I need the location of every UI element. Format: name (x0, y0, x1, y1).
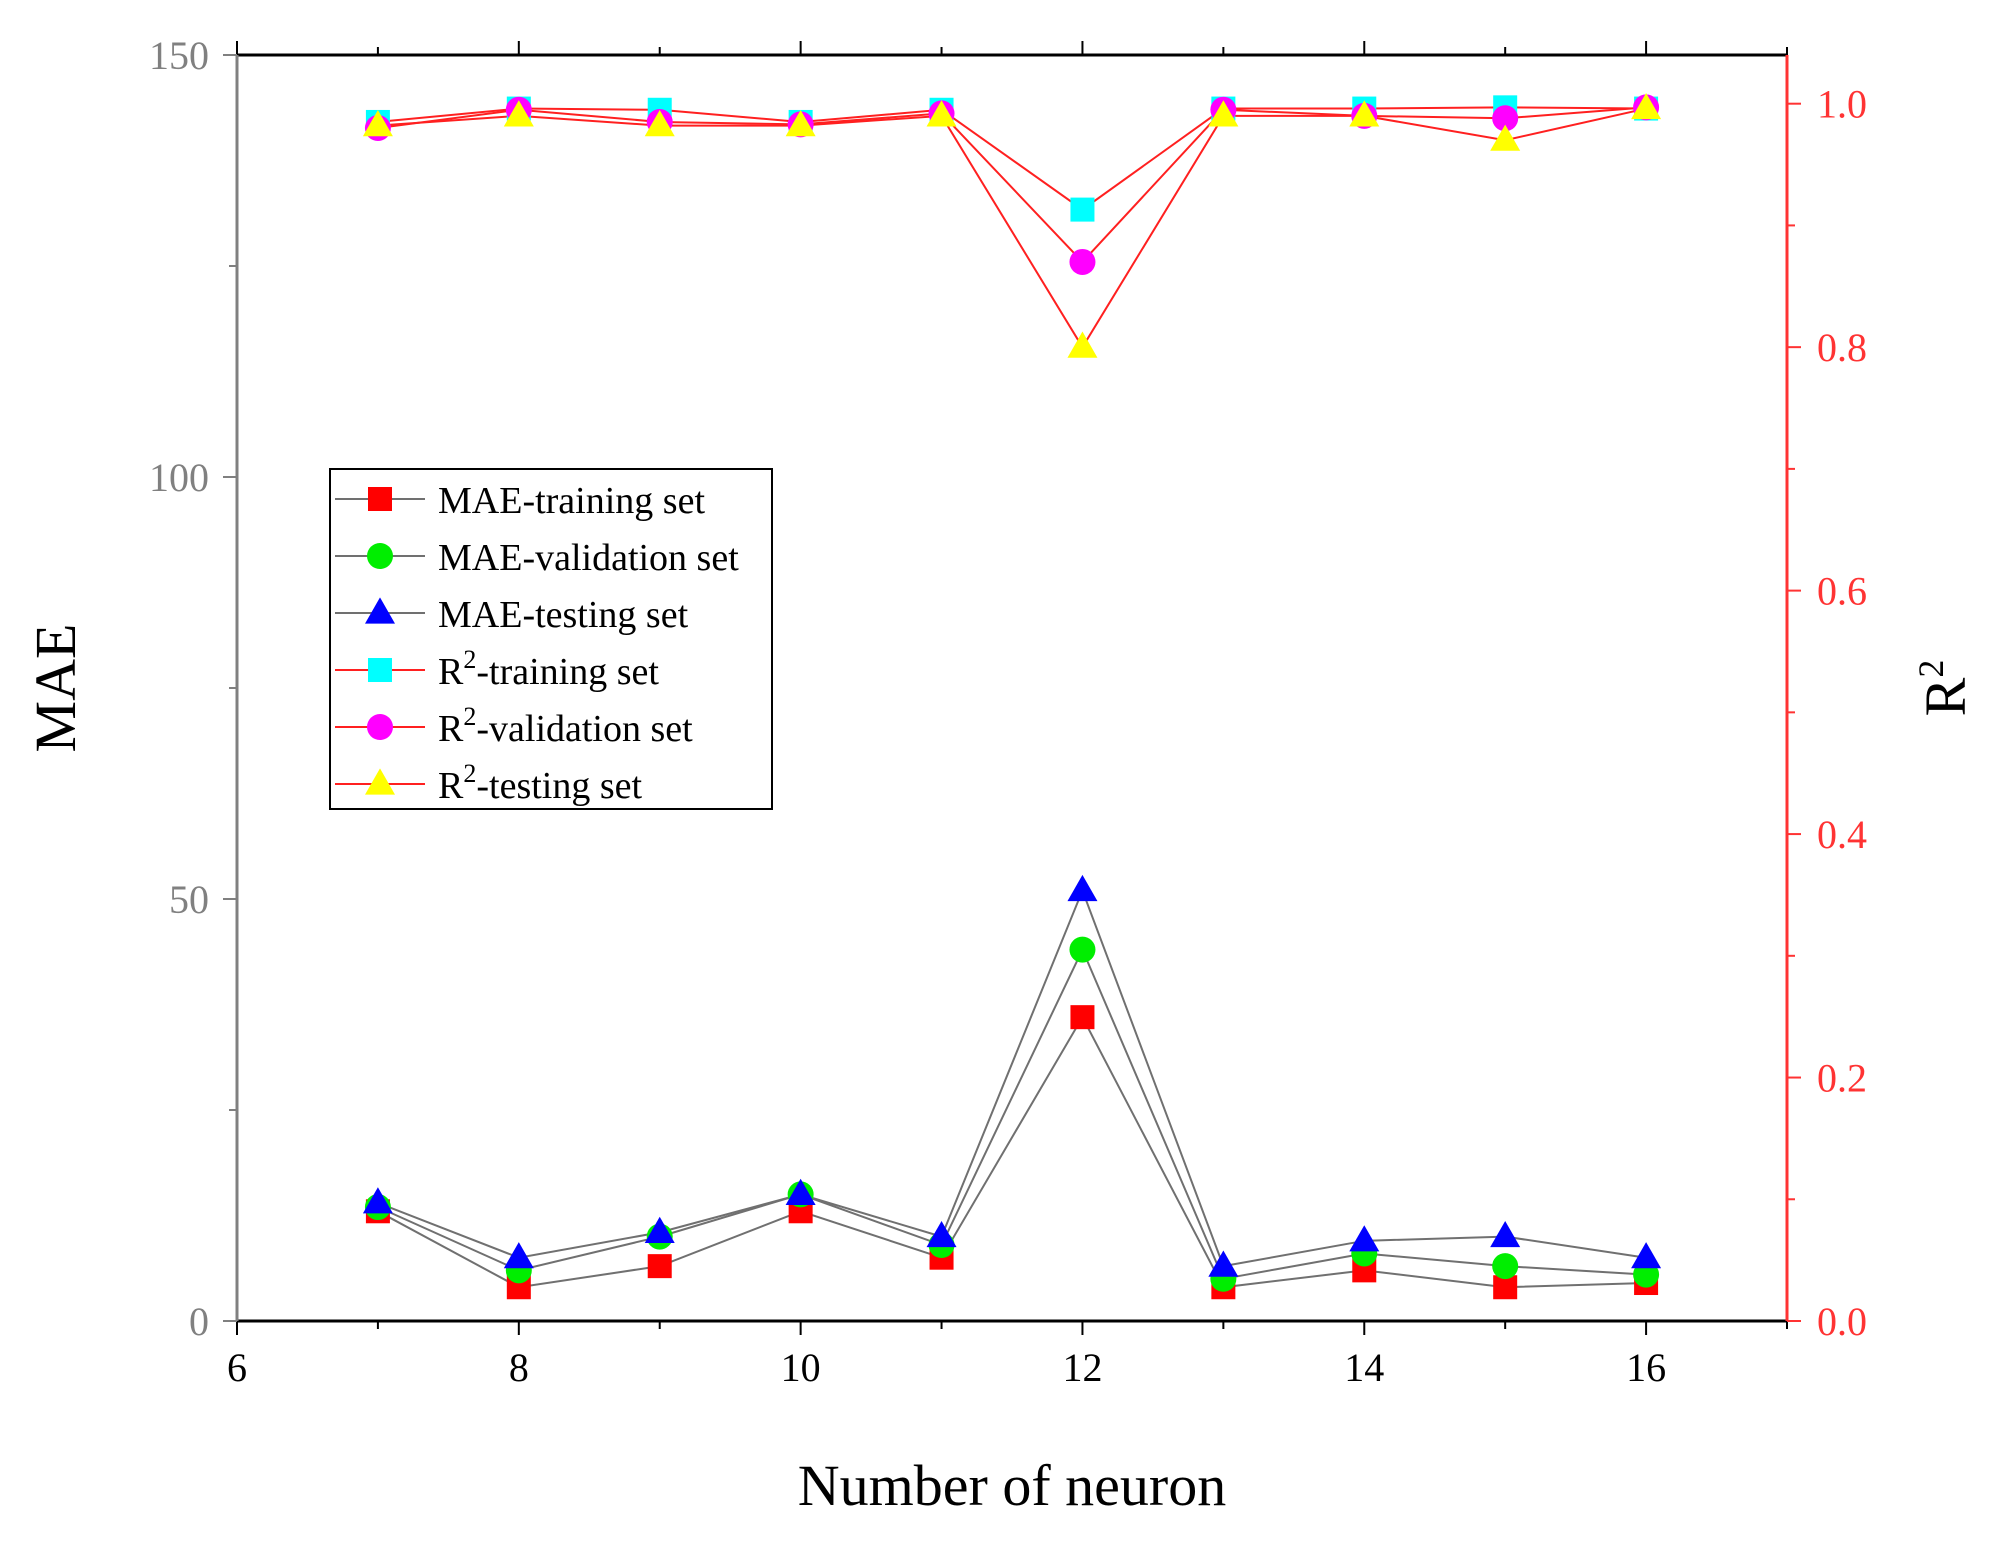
legend-marker (367, 714, 393, 740)
mae-testing-point (1208, 1250, 1239, 1277)
x-tick-label: 8 (509, 1345, 529, 1390)
mae-testing-point (503, 1242, 534, 1269)
mae-testing-point (362, 1187, 393, 1214)
r2-testing-point (1349, 100, 1380, 127)
legend-marker (365, 597, 395, 624)
legend-marker (368, 487, 392, 511)
r2-validation-line (377, 106, 1647, 264)
legend-label: R2-testing set (438, 759, 642, 807)
x-tick-label: 14 (1344, 1345, 1384, 1390)
legend-label-sup: 2 (463, 759, 476, 788)
r2-training-point (1070, 197, 1095, 222)
legend-label-main: MAE-validation set (438, 537, 739, 579)
right-y-axis-title-base: R (1913, 677, 1978, 716)
legend-label-sup: 2 (463, 645, 476, 674)
right-y-axis-title-sup: 2 (1911, 660, 1951, 678)
x-tick-label: 10 (781, 1345, 821, 1390)
r2-testing-point (1208, 100, 1239, 127)
right-y-tick-label: 0.8 (1817, 325, 1867, 370)
legend-label-main: R (438, 708, 464, 750)
mae-testing-point (1490, 1220, 1521, 1248)
mae-testing-point (1349, 1225, 1380, 1252)
r2-testing-point (644, 109, 675, 137)
left-y-tick-label: 100 (149, 455, 209, 500)
mae-training-point (647, 1254, 672, 1279)
mae-validation-line (377, 947, 1647, 1280)
right-y-tick-label: 0.0 (1817, 1299, 1867, 1344)
r2-testing-point (785, 109, 816, 137)
x-tick-label: 12 (1062, 1345, 1102, 1390)
r2-validation-point (1492, 105, 1519, 132)
legend-label: R2-validation set (438, 702, 693, 750)
legend-label-main: MAE-training set (438, 480, 705, 522)
mae-testing-point (785, 1178, 816, 1205)
mae-validation-point (1069, 936, 1096, 963)
left-y-tick-label: 50 (169, 877, 209, 922)
legend-label: MAE-training set (438, 480, 705, 522)
legend-label-sup: 2 (463, 702, 476, 731)
legend-label: MAE-testing set (438, 594, 689, 636)
x-tick-label: 6 (227, 1345, 247, 1390)
mae-testing-point (926, 1220, 957, 1248)
mae-training-line (377, 1015, 1647, 1289)
right-y-axis-title: R2 (1911, 660, 1978, 717)
x-tick-label: 16 (1626, 1345, 1666, 1390)
r2-testing-point (503, 100, 534, 127)
left-y-tick-label: 150 (149, 33, 209, 78)
r2-testing-point (926, 100, 957, 127)
legend-marker (368, 658, 392, 682)
right-y-tick-label: 0.2 (1817, 1056, 1867, 1101)
r2-training-line (377, 106, 1647, 211)
mae-training-point (1070, 1005, 1095, 1030)
left-y-axis-title: MAE (23, 624, 88, 753)
r2-testing-line (377, 107, 1647, 350)
legend-marker (365, 768, 395, 795)
r2-testing-point (1490, 124, 1521, 151)
right-y-tick-label: 0.6 (1817, 569, 1867, 614)
axes-layer: 6 8 10 12 14 16 0 50 100 150 0.0 0.2 0.4 0.6 0.8 1.0 Num… (23, 33, 1978, 1518)
legend-label-suffix: -training set (476, 651, 659, 693)
right-y-tick-label: 0.4 (1817, 812, 1867, 857)
legend-label: R2-training set (438, 645, 659, 693)
legend: MAE-training set MAE-validation set MAE-te… (329, 468, 773, 810)
legend-label-main: R (438, 765, 464, 807)
mae-testing-point (644, 1216, 675, 1243)
legend-box (329, 468, 773, 810)
mae-validation-point (1492, 1253, 1519, 1280)
legend-label: MAE-validation set (438, 537, 739, 579)
right-y-tick-label: 1.0 (1817, 82, 1867, 127)
mae-testing-line (377, 887, 1647, 1268)
series-lines-layer (377, 106, 1647, 1289)
r2-testing-point (362, 109, 393, 137)
legend-label-suffix: -testing set (476, 765, 642, 807)
mae-training-point (1493, 1275, 1518, 1300)
series-markers-layer (362, 92, 1662, 1300)
r2-testing-point (1631, 92, 1662, 120)
x-axis-title: Number of neuron (798, 1453, 1226, 1518)
left-y-tick-label: 0 (189, 1299, 209, 1344)
r2-testing-point (1067, 331, 1098, 358)
r2-validation-point (1069, 248, 1096, 275)
mae-testing-point (1067, 874, 1098, 902)
legend-label-main: MAE-testing set (438, 594, 689, 636)
legend-label-main: R (438, 651, 464, 693)
legend-marker (367, 543, 393, 569)
mae-testing-point (1631, 1242, 1662, 1269)
legend-label-suffix: -validation set (476, 708, 693, 750)
